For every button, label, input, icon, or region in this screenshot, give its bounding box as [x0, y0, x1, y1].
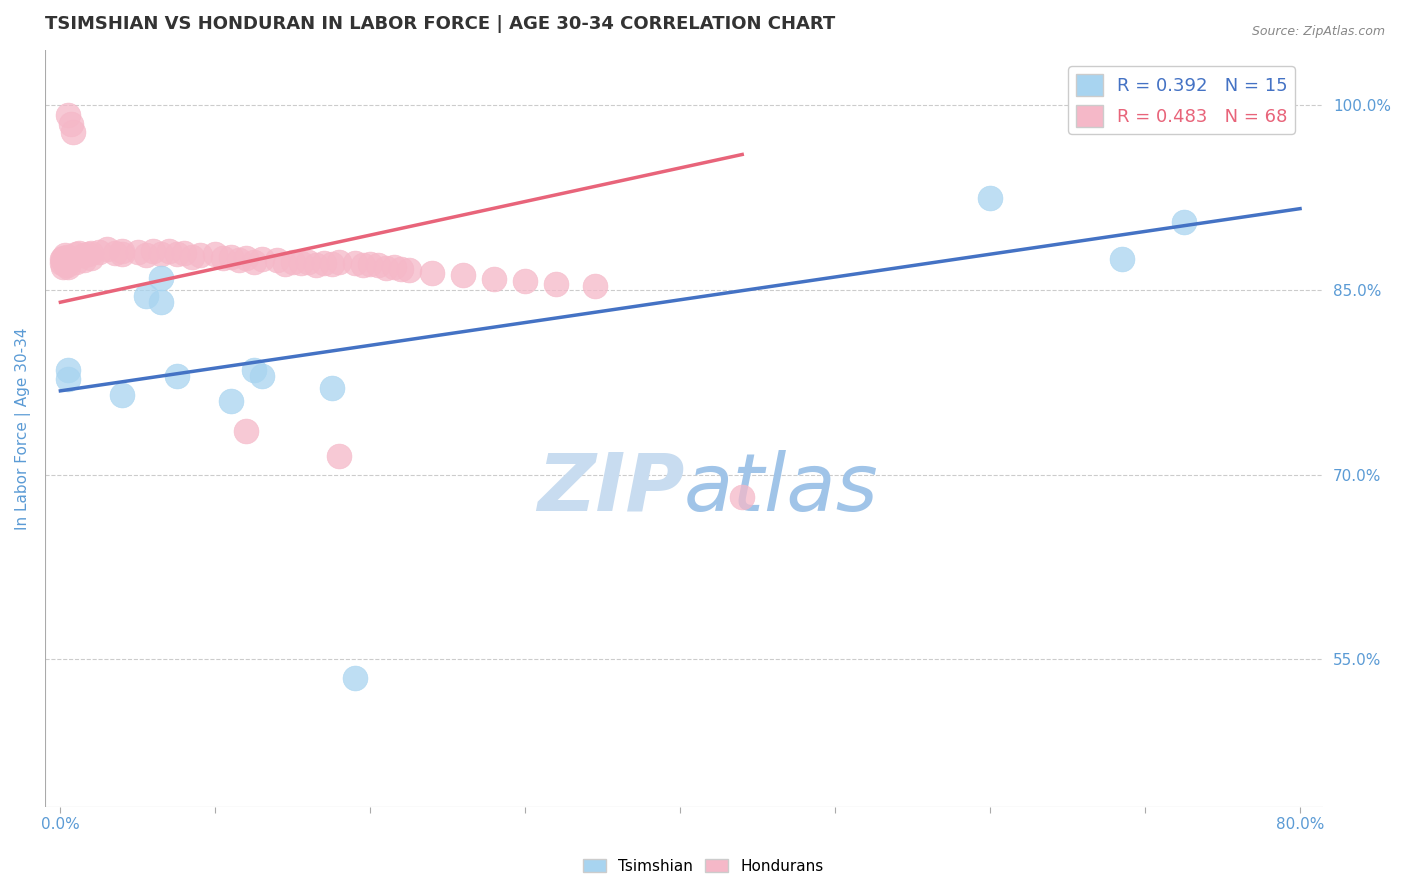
Point [1173, 215, 1195, 229]
Point [250, 252, 273, 267]
Y-axis label: In Labor Force | Age 30-34: In Labor Force | Age 30-34 [15, 327, 31, 530]
Legend: Tsimshian, Hondurans: Tsimshian, Hondurans [576, 853, 830, 880]
Point [150, 247, 173, 261]
Point [173, 246, 195, 260]
Point [731, 490, 754, 504]
Point [343, 256, 366, 270]
Point [96, 242, 118, 256]
Point [305, 258, 328, 272]
Point [181, 250, 204, 264]
Point [77, 247, 100, 261]
Point [546, 277, 568, 291]
Point [374, 260, 396, 275]
Point [60, 117, 83, 131]
Point [72, 253, 94, 268]
Text: Source: ZipAtlas.com: Source: ZipAtlas.com [1251, 25, 1385, 38]
Point [135, 289, 157, 303]
Point [274, 257, 297, 271]
Point [583, 279, 606, 293]
Point [166, 247, 188, 261]
Point [321, 257, 343, 271]
Point [204, 247, 226, 261]
Point [51, 256, 73, 270]
Point [55, 250, 77, 264]
Point [398, 263, 420, 277]
Point [56, 260, 79, 274]
Point [389, 262, 412, 277]
Point [56, 108, 79, 122]
Point [312, 256, 335, 270]
Point [321, 381, 343, 395]
Point [67, 246, 90, 260]
Point [243, 363, 266, 377]
Point [188, 248, 211, 262]
Point [65, 254, 87, 268]
Point [515, 274, 537, 288]
Point [62, 125, 84, 139]
Point [111, 387, 134, 401]
Point [127, 244, 149, 259]
Point [281, 254, 304, 268]
Point [219, 393, 242, 408]
Point [1111, 252, 1133, 267]
Point [51, 252, 73, 267]
Point [80, 251, 103, 265]
Text: ZIP: ZIP [537, 450, 685, 528]
Point [150, 270, 173, 285]
Text: atlas: atlas [685, 450, 879, 528]
Point [53, 248, 76, 262]
Legend: R = 0.392   N = 15, R = 0.483   N = 68: R = 0.392 N = 15, R = 0.483 N = 68 [1069, 66, 1295, 134]
Point [150, 295, 173, 310]
Text: TSIMSHIAN VS HONDURAN IN LABOR FORCE | AGE 30-34 CORRELATION CHART: TSIMSHIAN VS HONDURAN IN LABOR FORCE | A… [45, 15, 835, 33]
Point [89, 244, 111, 259]
Point [52, 251, 75, 265]
Point [250, 369, 273, 384]
Point [420, 266, 443, 280]
Point [166, 369, 188, 384]
Point [212, 251, 235, 265]
Point [328, 449, 350, 463]
Point [72, 248, 94, 262]
Point [104, 246, 127, 260]
Point [142, 244, 165, 258]
Point [451, 268, 474, 282]
Point [328, 254, 350, 268]
Point [352, 258, 374, 272]
Point [111, 244, 134, 258]
Point [157, 244, 180, 258]
Point [979, 190, 1001, 204]
Point [290, 256, 312, 270]
Point [219, 250, 242, 264]
Point [52, 260, 75, 274]
Point [65, 247, 87, 261]
Point [80, 246, 103, 260]
Point [111, 247, 134, 261]
Point [56, 371, 79, 385]
Point [235, 251, 257, 265]
Point [55, 258, 77, 272]
Point [56, 363, 79, 377]
Point [266, 253, 288, 268]
Point [484, 272, 506, 286]
Point [343, 671, 366, 685]
Point [359, 257, 381, 271]
Point [243, 254, 266, 268]
Point [297, 254, 319, 268]
Point [235, 425, 257, 439]
Point [135, 248, 157, 262]
Point [53, 257, 76, 271]
Point [382, 260, 405, 274]
Point [56, 251, 79, 265]
Point [228, 253, 250, 268]
Point [367, 258, 389, 272]
